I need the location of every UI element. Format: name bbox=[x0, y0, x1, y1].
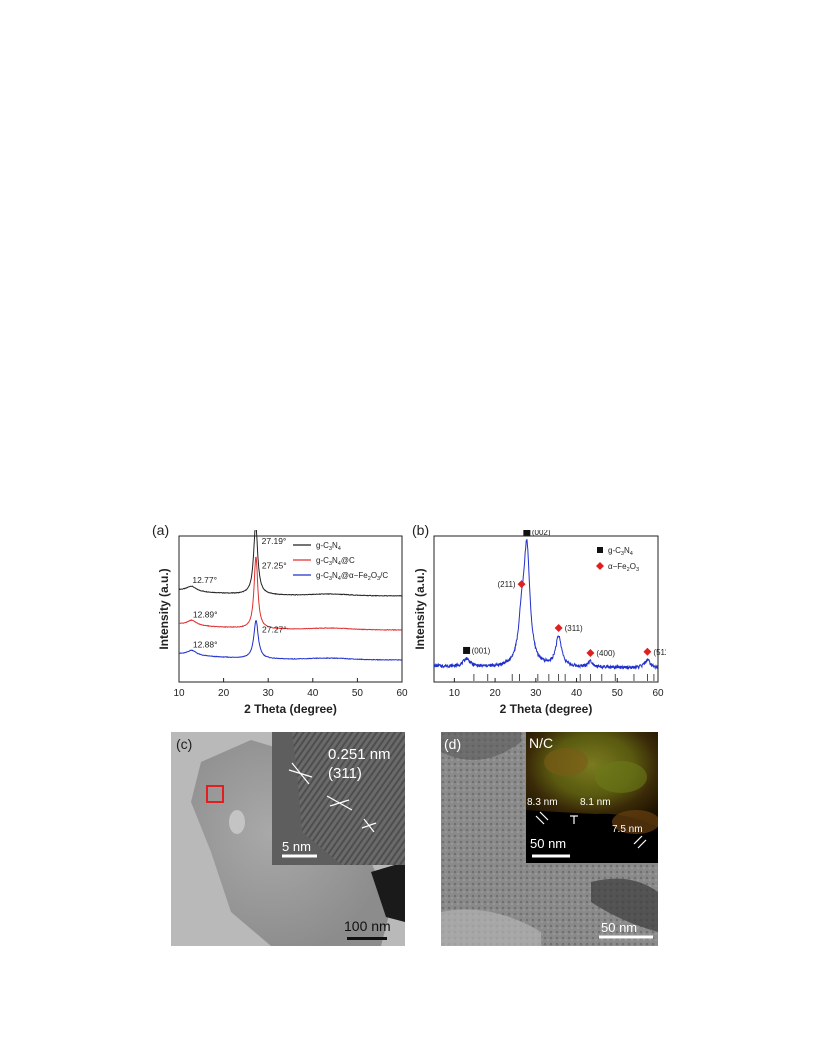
chart-a-xrd: 10 20 30 40 50 60 2 Theta (degree) Intensity (a… bbox=[157, 530, 408, 716]
chart-b-xtick-label: 50 bbox=[612, 688, 624, 699]
tem-d-inset-map bbox=[526, 732, 658, 858]
tem-c-hole bbox=[229, 810, 245, 834]
chart-b-annotation-label: (211) bbox=[497, 580, 515, 589]
chart-b-legend-entry: α−Fe2O3 bbox=[608, 562, 639, 573]
chart-b-marker-square bbox=[523, 530, 531, 536]
chart-a-peak-label: 12.89° bbox=[193, 609, 218, 619]
tem-c-inset: 0.251 nm (311) 5 nm bbox=[272, 732, 405, 865]
chart-b-xlabel: 2 Theta (degree) bbox=[500, 702, 593, 716]
chart-a-xtick-label: 10 bbox=[173, 688, 185, 699]
chart-a-xlabel: 2 Theta (degree) bbox=[244, 702, 337, 716]
chart-b-series-line bbox=[433, 539, 659, 671]
chart-b-annotation-label: (311) bbox=[565, 624, 583, 633]
chart-b-annotation-label: (001) bbox=[472, 646, 491, 655]
panel-d-label: (d) bbox=[444, 736, 462, 752]
tem-c-lattice bbox=[292, 732, 405, 865]
tem-d-thickness-marks bbox=[535, 811, 647, 849]
tem-c-spacing-label: 0.251 nm bbox=[328, 746, 391, 763]
chart-a-xtick-label: 60 bbox=[396, 688, 408, 699]
tem-c-scalebar bbox=[347, 937, 387, 940]
tem-c-inset-texture bbox=[282, 732, 405, 865]
chart-a-ylabel: Intensity (a.u.) bbox=[157, 568, 171, 649]
chart-b-xrd: 10 20 30 40 50 60 2 Theta (degree) Intensity (a… bbox=[414, 530, 666, 716]
chart-a-legend-entry: g-C3N4@C bbox=[316, 556, 355, 567]
tem-c-inset-scale-label: 5 nm bbox=[282, 839, 311, 854]
chart-b-marker-diamond bbox=[586, 649, 595, 658]
chart-a-xtick-label: 30 bbox=[263, 688, 275, 699]
chart-b-frame bbox=[433, 535, 659, 683]
tem-d-thickness-2: 8.1 nm bbox=[580, 797, 611, 808]
tem-d-inset: N/C 8.3 nm 8.1 nm 7.5 nm 50 nm bbox=[526, 732, 658, 863]
chart-a-legend-entry: g-C3N4@α−Fe2O3/C bbox=[316, 571, 388, 582]
chart-a-peak-label: 12.77° bbox=[192, 575, 217, 585]
chart-a-peak-label: 27.25° bbox=[262, 561, 287, 571]
chart-b-xtick-label: 30 bbox=[530, 688, 542, 699]
chart-a-peak-label: 12.88° bbox=[193, 639, 218, 649]
chart-b-annotation-label: (002) bbox=[532, 530, 551, 537]
chart-a-xtick-label: 40 bbox=[307, 688, 319, 699]
chart-a-series-line bbox=[178, 530, 402, 597]
chart-a-series-line bbox=[178, 556, 402, 631]
chart-b-xtick-label: 40 bbox=[571, 688, 583, 699]
tem-d-thickness-3: 7.5 nm bbox=[612, 824, 643, 835]
chart-b-xtick-label: 60 bbox=[652, 688, 664, 699]
tem-c-scale-label: 100 nm bbox=[344, 918, 391, 934]
tem-c-fringe-marks bbox=[288, 762, 377, 833]
chart-b-xtick-label: 10 bbox=[449, 688, 461, 699]
chart-b-marker-square bbox=[463, 646, 471, 654]
tem-image-d: N/C 8.3 nm 8.1 nm 7.5 nm 50 nm 50 nm bbox=[441, 732, 658, 946]
chart-b-annotation-label: (400) bbox=[596, 649, 615, 658]
chart-b-xtick-label: 20 bbox=[490, 688, 502, 699]
chart-a-xtick-label: 20 bbox=[218, 688, 230, 699]
chart-b-marker-diamond bbox=[554, 623, 563, 632]
tem-d-scale-label: 50 nm bbox=[601, 920, 638, 935]
tem-d-map-title: N/C bbox=[529, 735, 554, 751]
tem-d-inset-scale-label: 50 nm bbox=[530, 836, 567, 851]
chart-a-peak-label: 27.27° bbox=[262, 625, 287, 635]
panel-a-label: (a) bbox=[152, 522, 170, 538]
chart-b-legend-swatch bbox=[596, 562, 604, 570]
chart-b-marker-diamond bbox=[517, 580, 526, 589]
tem-d-thickness-1: 8.3 nm bbox=[527, 797, 558, 808]
chart-b-legend-swatch bbox=[597, 547, 603, 553]
chart-a-xtick-label: 50 bbox=[352, 688, 364, 699]
chart-a-peak-label: 27.19° bbox=[262, 536, 287, 546]
chart-b-annotation-label: (511) bbox=[653, 648, 666, 657]
chart-a-legend-entry: g-C3N4 bbox=[316, 541, 341, 552]
panel-c-label: (c) bbox=[176, 736, 193, 752]
tem-c-plane-label: (311) bbox=[328, 765, 362, 782]
tem-c-selection-box bbox=[206, 785, 224, 803]
panel-b-label: (b) bbox=[412, 522, 430, 538]
tem-c-dark-region bbox=[371, 862, 405, 922]
chart-a-series-line bbox=[179, 620, 402, 661]
chart-b-marker-diamond bbox=[643, 647, 652, 656]
chart-a-frame bbox=[178, 535, 403, 683]
tem-image-c: 0.251 nm (311) 5 nm 100 nm bbox=[171, 732, 405, 946]
chart-b-ylabel: Intensity (a.u.) bbox=[414, 568, 427, 649]
chart-b-legend-entry: g-C3N4 bbox=[608, 546, 633, 557]
